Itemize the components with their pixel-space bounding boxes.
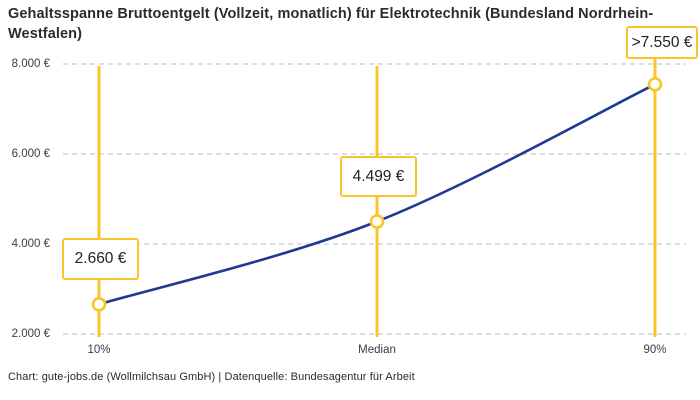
x-axis-tick-10pct: 10% bbox=[87, 344, 111, 356]
data-point-marker bbox=[91, 296, 107, 312]
chart-title: Gehaltsspanne Bruttoentgelt (Vollzeit, m… bbox=[8, 6, 654, 42]
y-axis-tick-8000: 8.000 € bbox=[11, 58, 50, 70]
value-label-median: 4.499 € bbox=[340, 156, 417, 197]
y-axis-tick-4000: 4.000 € bbox=[11, 238, 50, 250]
x-axis-tick-90pct: 90% bbox=[643, 344, 667, 356]
data-point-marker bbox=[369, 214, 385, 229]
chart-source-attribution: Chart: gute-jobs.de (Wollmilchsau GmbH) … bbox=[8, 371, 415, 383]
data-point-marker bbox=[647, 77, 663, 92]
value-label-90pct: >7.550 € bbox=[626, 26, 698, 59]
x-axis-tick-median: Median bbox=[358, 344, 396, 356]
y-axis-tick-2000: 2.000 € bbox=[11, 328, 50, 340]
value-label-10pct: 2.660 € bbox=[62, 238, 139, 280]
y-axis-tick-6000: 6.000 € bbox=[11, 148, 50, 160]
